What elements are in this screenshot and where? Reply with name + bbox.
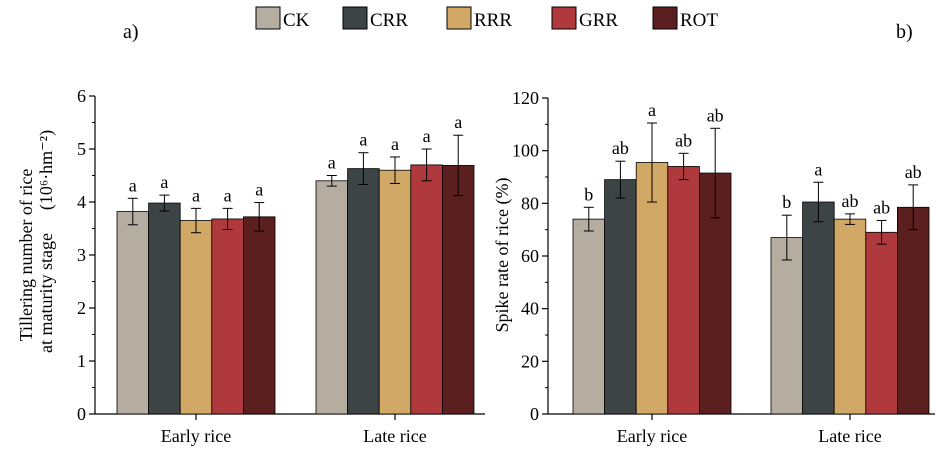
panel-b-bar-grr — [667, 166, 700, 415]
panel-b-bar-rot — [897, 206, 930, 415]
panel-b-bar-crr — [802, 201, 835, 415]
panel-b-bar-grr — [865, 231, 898, 415]
panel-a-bar-rot — [441, 165, 475, 415]
panel-b-ytick-label: 40 — [521, 299, 539, 319]
legend-label-grr: GRR — [579, 10, 618, 31]
panel-a-ylabel-line1: Tillering number of rice — [16, 169, 36, 342]
panel-b-chart: b) Spike rate of rice (%) 0 20 40 60 80 100 12… — [492, 21, 935, 446]
panel-a-bar-grr — [211, 218, 244, 415]
panel-b-sig-letter-grr: ab — [873, 197, 890, 217]
panel-a-sig-letter-crr: a — [359, 130, 367, 150]
legend-swatch-rrr — [446, 6, 472, 30]
panel-a-label: a) — [123, 21, 139, 43]
panel-a-ytick-label: 0 — [77, 404, 86, 424]
panel-b-label: b) — [896, 21, 913, 43]
panel-b-ytick-label: 0 — [530, 404, 539, 424]
panel-b-sig-letter-rot: ab — [707, 105, 724, 125]
panel-a-bar-rot — [242, 216, 276, 415]
panel-b-ytick-label: 120 — [512, 88, 539, 108]
panel-b-sig-letter-ck: b — [782, 192, 791, 212]
panel-b-ytick-label: 60 — [521, 246, 539, 266]
legend-swatch-grr — [551, 6, 577, 30]
panel-a-sig-letter-ck: a — [129, 175, 137, 195]
panel-a-sig-letter-crr: a — [160, 172, 168, 192]
panel-b-sig-letter-rot: ab — [905, 162, 922, 182]
panel-a-ytick-label: 5 — [77, 139, 86, 159]
panel-b-bar-rrr — [635, 162, 669, 415]
panel-b-ytick-label: 100 — [512, 141, 539, 161]
panel-b-sig-letter-crr: ab — [612, 138, 629, 158]
panel-a-sig-letter-rot: a — [255, 180, 263, 200]
panel-b-xtick-label: Late rice — [818, 426, 881, 446]
panel-a-plot-area: 0 1 2 3 4 5 6 Early rice Late rice a a a a a a a a a a — [77, 86, 485, 446]
legend-label-rrr: RRR — [474, 10, 512, 31]
panel-b-ytick-label: 20 — [521, 351, 539, 371]
panel-a-sig-letter-rrr: a — [192, 185, 200, 205]
panel-a-xtick-label: Early rice — [161, 426, 231, 446]
legend-swatch-ck — [255, 6, 281, 30]
panel-a-bar-ck — [315, 180, 349, 415]
panel-a-bar-grr — [410, 164, 443, 415]
panel-a-chart: a) Tillering number of rice at maturity … — [16, 21, 485, 446]
panel-a-ytick-label: 3 — [77, 245, 86, 265]
panel-b-bar-crr — [604, 179, 637, 415]
panel-a-ylabel-line2: at maturity stage — [36, 233, 56, 353]
panel-b-bar-ck — [770, 237, 804, 415]
panel-a-sig-letter-grr: a — [423, 126, 431, 146]
panel-a-bar-rrr — [179, 220, 213, 415]
legend-swatch-crr — [342, 6, 368, 30]
panel-a-bar-crr — [148, 202, 181, 415]
panel-a-bar-crr — [347, 168, 380, 415]
panel-a-sig-letter-rot: a — [454, 112, 462, 132]
panel-a-ytick-label: 4 — [77, 192, 86, 212]
panel-b-ylabel: Spike rate of rice (%) — [492, 178, 513, 333]
legend-swatch-rot — [652, 6, 678, 30]
panel-b-sig-letter-ck: b — [584, 184, 593, 204]
legend-label-rot: ROT — [680, 10, 718, 31]
panel-a-ylabel-unit: (10⁶·hm⁻²) — [36, 130, 57, 210]
panel-b-sig-letter-crr: a — [814, 159, 822, 179]
panel-a-sig-letter-grr: a — [224, 185, 232, 205]
panel-b-sig-letter-rrr: a — [648, 100, 656, 120]
panel-b-sig-letter-grr: ab — [675, 130, 692, 150]
panel-a-bar-ck — [116, 211, 150, 415]
legend-label-crr: CRR — [370, 10, 408, 31]
legend-label-ck: CK — [283, 10, 310, 31]
panel-b-xtick-label: Early rice — [617, 426, 687, 446]
panel-b-ytick-label: 80 — [521, 193, 539, 213]
panel-b-bar-rrr — [833, 218, 867, 415]
panel-b-bar-ck — [572, 218, 606, 415]
legend: CK CRR RRR GRR ROT — [255, 6, 718, 31]
panel-a-xtick-label: Late rice — [363, 426, 426, 446]
panel-a-ytick-label: 6 — [77, 86, 86, 106]
panel-a-bar-rrr — [378, 169, 412, 415]
panel-a-sig-letter-rrr: a — [391, 134, 399, 154]
panel-a-ytick-label: 2 — [77, 298, 86, 318]
panel-a-ytick-label: 1 — [77, 351, 86, 371]
panel-b-sig-letter-rrr: ab — [842, 191, 859, 211]
panel-a-sig-letter-ck: a — [328, 153, 336, 173]
